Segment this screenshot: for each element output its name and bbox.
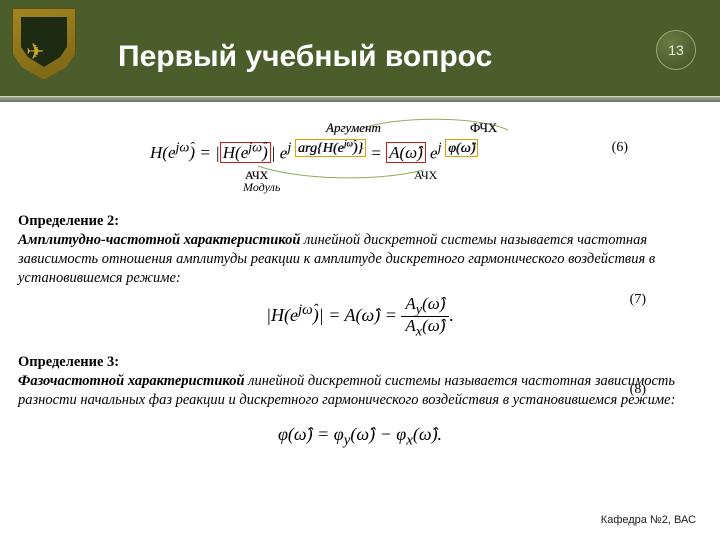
label-fchx: ФЧХ <box>470 120 497 136</box>
eq6-modulus-box: H(ejω̂) <box>220 142 271 163</box>
eq8-phi: φ(ω̂) = φ <box>278 424 344 444</box>
eq6-phi-box: φ(ω̂) <box>445 139 478 157</box>
def2-heading: Определение 2: <box>18 213 119 229</box>
footer-text: Кафедра №2, ВАС <box>601 514 696 526</box>
emblem-shield: ✈ <box>12 8 76 80</box>
definition-3: Определение 3: Фазочастотной характерист… <box>18 353 702 410</box>
eq8-number: (8) <box>630 382 646 398</box>
equation-7: |H(ejω̂)| = A(ω̂) = Ay(ω̂)Ax(ω̂). <box>18 295 702 339</box>
page-number-badge: 13 <box>656 30 696 70</box>
equation-8: φ(ω̂) = φy(ω̂) − φx(ω̂). <box>18 424 702 450</box>
label-argument: Аргумент <box>326 120 381 136</box>
slide-content: Аргумент ФЧХ H(ejω̂) = |H(ejω̂)| ej arg{… <box>0 96 720 450</box>
eq7-mid: )| = A(ω̂) = <box>313 305 402 325</box>
equation-6-row: Аргумент ФЧХ H(ejω̂) = |H(ejω̂)| ej arg{… <box>18 124 702 186</box>
def3-term: Фазочастотной характеристикой <box>18 373 245 389</box>
emblem: ✈ <box>12 8 76 80</box>
eq6-tail: e <box>430 143 438 162</box>
slide-header: ✈ Первый учебный вопрос 13 <box>0 0 720 96</box>
label-modul: Модуль <box>243 180 280 195</box>
label-achx-2: АЧХ <box>414 168 437 183</box>
equation-6: H(ejω̂) = |H(ejω̂)| ej arg{H(ejω̂)} = A(… <box>150 138 478 163</box>
eq6-arg-box: arg{H(ejω̂)} <box>295 139 366 157</box>
wings-icon: ✈ <box>26 39 44 65</box>
eq6-A-box: A(ω̂) <box>386 142 426 163</box>
eq6-eq: = <box>370 143 386 162</box>
definition-2: Определение 2: Амплитудно-частотной хара… <box>18 212 702 289</box>
eq7-left: |H(e <box>266 305 298 325</box>
def3-heading: Определение 3: <box>18 354 119 370</box>
eq6-bar-close: | <box>271 143 276 162</box>
eq7-tail: . <box>449 305 454 325</box>
eq6-number: (6) <box>612 140 628 156</box>
eq7-fraction: Ay(ω̂)Ax(ω̂) <box>401 295 449 339</box>
def2-term: Амплитудно-частотной характеристикой <box>18 232 300 248</box>
eq8-mid: (ω̂) − φ <box>350 424 406 444</box>
eq8-tail: (ω̂). <box>413 424 442 444</box>
eq6-lhs: H(ejω̂) = <box>150 143 211 162</box>
slide-title: Первый учебный вопрос <box>118 40 492 74</box>
